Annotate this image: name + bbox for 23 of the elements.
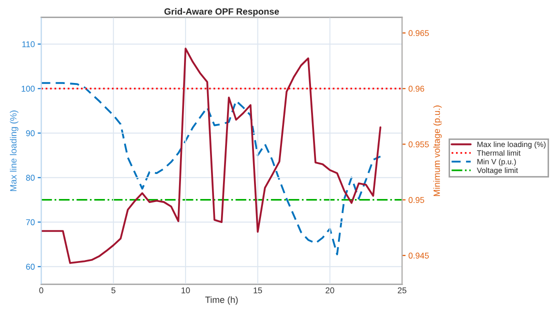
y-tick-label: 80 bbox=[26, 174, 35, 181]
y-axis-title: Max line loading (%) bbox=[10, 110, 18, 192]
y-tick-label: 110 bbox=[22, 41, 35, 48]
x-tick-label: 25 bbox=[398, 287, 406, 294]
y2-axis-title: Minimum voltage (p.u.) bbox=[433, 106, 442, 196]
y2-tick-label: 0.96 bbox=[408, 86, 424, 92]
x-tick-label: 10 bbox=[182, 287, 190, 294]
line-series bbox=[41, 82, 382, 256]
y-tick-label: 100 bbox=[22, 86, 35, 92]
y2-tick-label: 0.945 bbox=[408, 252, 429, 259]
x-tick-label: 0 bbox=[39, 287, 44, 294]
x-tick-label: 20 bbox=[326, 287, 334, 294]
x-tick-label: 15 bbox=[254, 287, 262, 294]
y2-tick-label: 0.965 bbox=[408, 30, 429, 36]
x-tick-label: 5 bbox=[111, 287, 116, 294]
line-series bbox=[41, 48, 382, 264]
y-tick-label: 70 bbox=[26, 219, 35, 226]
y2-tick-label: 0.95 bbox=[408, 197, 424, 203]
chart-title: Grid-Aware OPF Response bbox=[164, 8, 279, 16]
y2-tick-label: 0.955 bbox=[408, 141, 429, 148]
y-tick-label: 60 bbox=[26, 264, 35, 270]
y-tick-label: 90 bbox=[26, 130, 35, 136]
x-axis-title: Time (h) bbox=[205, 296, 238, 305]
